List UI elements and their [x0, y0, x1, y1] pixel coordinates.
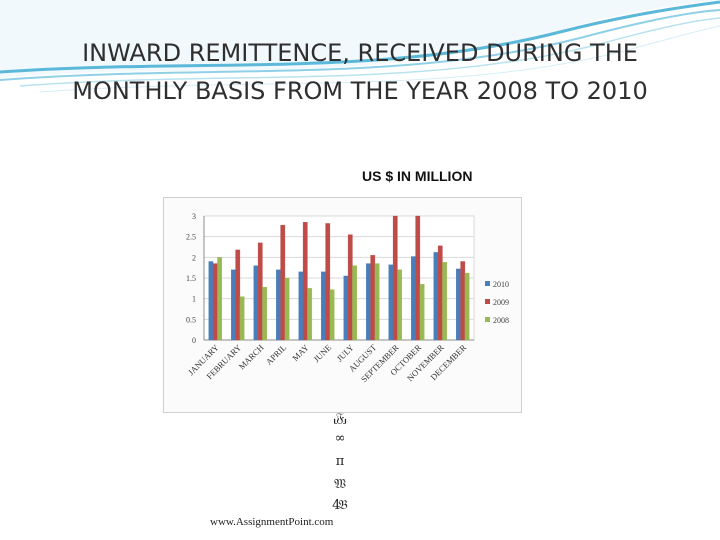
bar-2008-december: [464, 272, 470, 341]
bar-2009-december: [460, 261, 466, 341]
legend-swatch-2010: [485, 281, 490, 286]
bar-2008-march: [262, 286, 267, 341]
header-swoosh-decoration: [0, 0, 720, 93]
bar-2008-april: [284, 277, 290, 341]
bar-2010-january: [208, 261, 214, 341]
bar-2010-november: [433, 252, 439, 341]
bar-2010-october: [410, 256, 416, 341]
slide-title-line-1: INWARD REMITTENCE, RECEIVED DURING THE: [82, 39, 638, 67]
bar-2008-january: [217, 257, 223, 341]
bar-chart: 0 0.5 1 1.5 2 2.5 3 JANUARY FEBRUARY MARCH APRIL MA…: [163, 197, 522, 413]
bar-2010-april: [276, 269, 281, 341]
garbled-text-line: 4𝔅: [332, 498, 348, 513]
bar-2009-march: [257, 242, 263, 341]
bar-2008-november: [442, 262, 448, 341]
bar-2010-december: [455, 268, 461, 341]
legend-label: 2009: [493, 298, 509, 307]
footer-website: www.AssignmentPoint.com: [210, 516, 334, 528]
bar-2008-july: [352, 265, 357, 341]
garbled-text-line: π: [335, 454, 345, 469]
bar-2010-august: [365, 263, 371, 341]
garbled-text-line: ⸤𝔉⸥: [332, 411, 347, 426]
legend-label: 2008: [493, 316, 509, 325]
y-tick-label: 1.5: [186, 274, 196, 283]
garbled-text-line: ∞: [334, 431, 346, 446]
bar-2008-may: [307, 288, 312, 341]
legend-swatch-2008: [485, 317, 490, 322]
bar-2009-february: [235, 249, 241, 341]
legend-swatch-2009: [485, 299, 490, 304]
slide-title-line-2: MONTHLY BASIS FROM THE YEAR 2008 TO 2010: [72, 77, 648, 105]
x-tick-label: MAY: [290, 342, 311, 363]
unit-label: US $ IN MILLION: [362, 168, 473, 184]
x-tick-label: MARCH: [237, 342, 266, 371]
bar-2009-september: [392, 215, 398, 341]
y-tick-label: 2: [192, 253, 196, 262]
y-tick-label: 0.5: [186, 315, 196, 324]
bar-2010-february: [231, 269, 236, 341]
slide-title: INWARD REMITTENCE, RECEIVED DURING THE M…: [0, 34, 720, 110]
legend-label: 2010: [493, 280, 509, 289]
bar-2009-july: [347, 234, 353, 341]
y-tick-label: 0: [192, 336, 196, 345]
bar-2010-july: [343, 275, 349, 341]
bar-2009-november: [437, 245, 443, 341]
bar-2009-june: [325, 223, 331, 341]
bar-2008-september: [397, 269, 402, 341]
bar-2010-september: [388, 264, 394, 341]
bar-2009-january: [212, 263, 218, 341]
bar-2009-may: [302, 222, 308, 341]
x-tick-label: JUNE: [311, 342, 333, 364]
y-tick-label: 3: [192, 212, 196, 221]
bar-2008-june: [329, 289, 335, 341]
bar-2008-august: [374, 263, 380, 341]
bar-2010-march: [253, 265, 259, 341]
y-tick-label: 2.5: [186, 233, 196, 242]
y-tick-label: 1: [192, 295, 196, 304]
bar-2010-june: [320, 271, 326, 341]
x-tick-label: APRIL: [264, 342, 288, 366]
bar-2009-october: [415, 215, 421, 341]
garbled-text-line: 𝔚: [334, 477, 346, 492]
bar-2008-february: [239, 296, 245, 341]
bar-2009-april: [280, 224, 286, 341]
bar-2010-may: [298, 271, 304, 341]
bar-2009-august: [370, 255, 376, 341]
bar-2008-october: [419, 284, 425, 341]
